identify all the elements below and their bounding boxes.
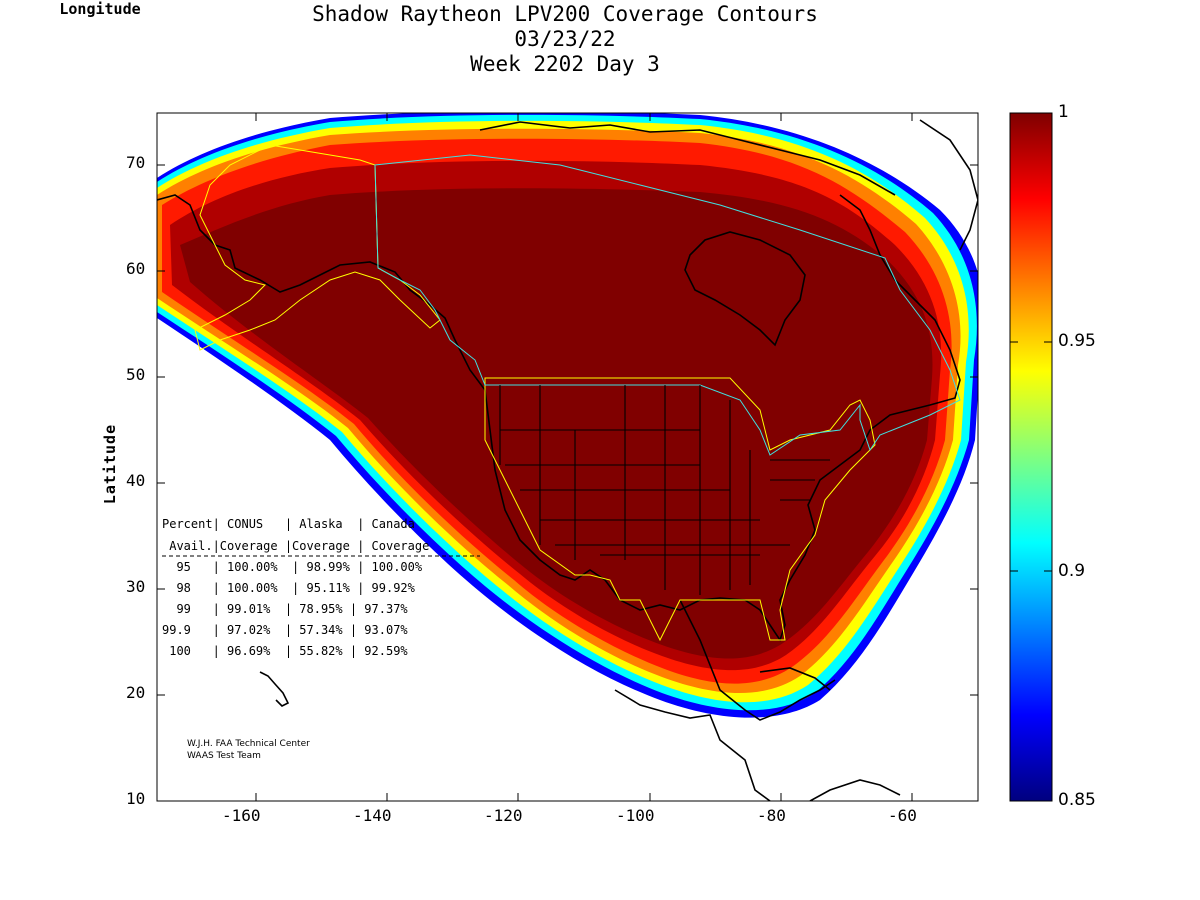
x-tick-label: -160 bbox=[222, 806, 261, 825]
y-axis-label: Latitude bbox=[101, 423, 119, 505]
colorbar-tick-label: 1 bbox=[1058, 102, 1069, 122]
table-row: 98 | 100.00% | 95.11% | 99.92% bbox=[162, 581, 415, 595]
colorbar-tick-label: 0.95 bbox=[1058, 331, 1096, 351]
x-axis-label: Longitude bbox=[59, 0, 141, 18]
y-tick-label: 20 bbox=[126, 683, 146, 702]
x-tick-label: -80 bbox=[757, 806, 786, 825]
canada-boundary bbox=[374, 154, 961, 456]
y-tick-label: 60 bbox=[126, 259, 146, 278]
state-borders bbox=[499, 385, 830, 595]
x-tick-label: -60 bbox=[888, 806, 917, 825]
contour-band-full bbox=[180, 188, 933, 659]
credit-line-1: W.J.H. FAA Technical Center bbox=[187, 739, 310, 749]
table-header-1: Percent| CONUS | Alaska | Canada bbox=[162, 517, 415, 531]
y-tick-label: 70 bbox=[126, 153, 146, 172]
x-tick-label: -100 bbox=[616, 806, 655, 825]
conus-alaska-boundary bbox=[194, 144, 876, 642]
x-tick-label: -140 bbox=[353, 806, 392, 825]
table-header-2: Avail.|Coverage |Coverage | Coverage bbox=[162, 539, 430, 553]
y-tick-label: 50 bbox=[126, 365, 146, 384]
colorbar-tick-label: 0.85 bbox=[1058, 790, 1096, 810]
table-row: 95 | 100.00% | 98.99% | 100.00% bbox=[162, 560, 423, 574]
plot-frame bbox=[156, 112, 979, 802]
table-row: 100 | 96.69% | 55.82% | 92.59% bbox=[162, 644, 408, 658]
table-row: 99 | 99.01% | 78.95% | 97.37% bbox=[162, 602, 408, 616]
axis-ticks bbox=[157, 113, 978, 801]
title-line-2: 03/23/22 bbox=[514, 27, 616, 51]
x-tick-label: -120 bbox=[484, 806, 523, 825]
colorbar-tick-label: 0.9 bbox=[1058, 561, 1086, 581]
y-tick-label: 40 bbox=[126, 471, 146, 490]
colorbar-ticks bbox=[1010, 341, 1052, 572]
y-tick-label: 10 bbox=[126, 789, 146, 808]
title-line-1: Shadow Raytheon LPV200 Coverage Contours bbox=[312, 2, 818, 26]
y-tick-label: 30 bbox=[126, 577, 146, 596]
credit-line-2: WAAS Test Team bbox=[187, 751, 261, 761]
coastline bbox=[157, 119, 978, 801]
table-row: 99.9 | 97.02% | 57.34% | 93.07% bbox=[162, 623, 408, 637]
title-line-3: Week 2202 Day 3 bbox=[470, 52, 660, 76]
coverage-contours bbox=[157, 113, 978, 801]
colorbar bbox=[1009, 112, 1053, 802]
